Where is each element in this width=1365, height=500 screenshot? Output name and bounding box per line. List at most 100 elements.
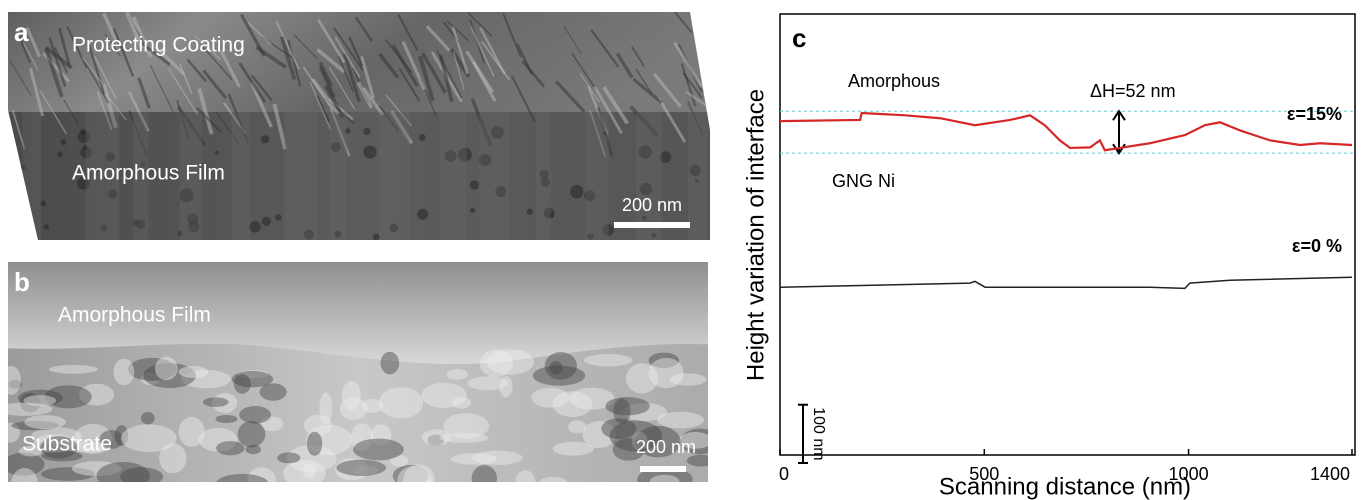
texture [568,420,586,433]
texture [49,365,98,374]
texture [12,188,24,200]
annotation: Amorphous [848,71,940,91]
scale-bar [614,222,690,228]
region-label: Amorphous Film [58,304,211,327]
region-label: Substrate [22,433,112,456]
figure: a Protecting Coating Amorphous Film 200 … [0,0,1365,500]
x-tick-label: 1400 [1310,464,1350,484]
texture [439,112,466,242]
texture [1,366,21,395]
x-tick-label: 1000 [1169,464,1209,484]
texture [421,383,466,408]
texture [381,352,400,375]
texture [417,209,428,220]
panel-label: c [792,23,806,53]
texture [215,415,237,423]
texture [60,139,66,145]
texture [319,392,332,424]
texture [470,180,479,189]
scale-bar-label: 200 nm [636,437,696,457]
scale-bar-label: 100 nm [810,407,827,460]
texture [657,412,704,429]
texture [536,112,551,242]
texture [203,397,229,406]
region-label: Amorphous Film [72,162,225,185]
texture [527,209,533,215]
texture [451,453,497,465]
texture [397,466,431,494]
texture [261,135,269,143]
texture [570,185,584,199]
texture [584,354,633,366]
chart: c Height variation of interface Scanning… [742,14,1355,500]
texture [650,475,679,488]
texture [277,452,300,463]
texture [419,134,426,141]
texture [216,474,269,494]
texture [44,224,49,229]
texture [155,357,178,381]
texture [232,112,251,242]
texture [480,350,513,378]
texture [472,465,497,491]
texture [307,432,322,456]
texture [480,112,509,242]
texture [23,112,42,242]
region-label: Protecting Coating [72,34,245,57]
texture [446,369,468,380]
texture [373,234,380,241]
y-axis-title: Height variation of interface [742,89,769,381]
texture [97,462,150,489]
texture [179,366,209,378]
texture [215,151,219,155]
texture [470,208,475,213]
texture [422,429,451,445]
texture [540,477,566,486]
micrograph-b [0,255,720,498]
texture [303,464,316,479]
series-label: ε=15% [1287,104,1342,124]
texture [284,112,318,242]
texture [353,439,403,461]
texture [379,387,423,418]
texture [121,424,177,452]
texture [24,415,66,429]
texture [330,112,347,242]
texture [11,468,38,498]
texture [238,421,266,447]
texture [45,385,92,408]
x-tick-label: 500 [969,464,999,484]
series-label: ε=0 % [1292,236,1342,256]
texture [531,388,569,408]
texture [499,376,512,397]
texture [515,470,535,494]
texture [553,442,594,456]
panel-label: a [14,17,29,47]
panel-label: b [14,267,30,297]
texture [533,366,585,386]
texture [585,112,608,242]
scale-bar [640,466,686,472]
texture [688,112,708,242]
texture [336,460,386,476]
texture [363,128,370,135]
texture [275,214,282,221]
texture [626,363,658,393]
texture [141,412,155,425]
scale-bar-label: 200 nm [622,195,682,215]
texture [216,441,244,455]
x-tick-label: 0 [779,464,789,484]
texture [23,395,56,406]
texture [114,359,135,386]
annotation: GNG Ni [832,171,895,191]
annotation: ΔH=52 nm [1090,81,1176,101]
texture [379,112,409,242]
texture [57,152,63,158]
texture [260,383,287,400]
series-line [780,277,1352,288]
texture [605,397,649,415]
texture [342,381,361,410]
texture [239,406,271,424]
series-line [780,113,1352,150]
texture [363,145,376,158]
